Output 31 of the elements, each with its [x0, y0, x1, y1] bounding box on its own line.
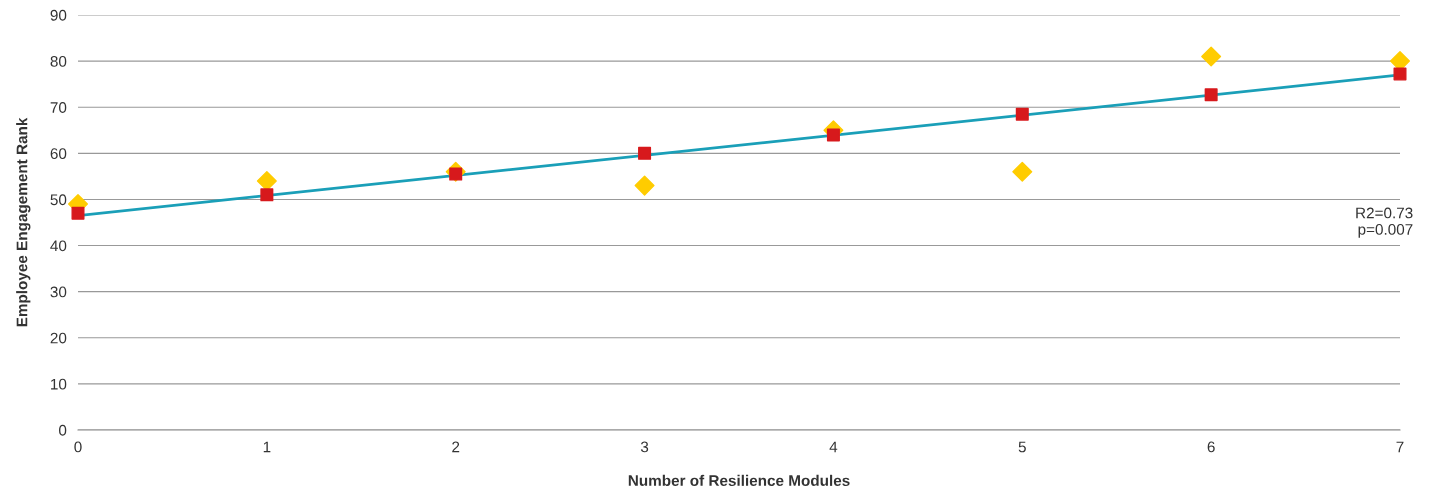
y-tick-label: 0	[58, 424, 67, 436]
point	[826, 128, 840, 142]
x-tick-label: 4	[829, 441, 838, 453]
y-tick-label: 30	[50, 286, 67, 298]
x-axis-title: Number of Resilience Modules	[628, 474, 850, 487]
point	[1015, 107, 1029, 121]
x-tick-label: 1	[263, 441, 271, 453]
x-tick-label: 2	[452, 441, 460, 453]
y-tick-label: 40	[50, 240, 67, 252]
y-tick-label: 80	[50, 55, 67, 67]
point	[1393, 67, 1407, 81]
y-tick-label: 10	[51, 378, 67, 390]
y-tick-label: 50	[50, 194, 67, 206]
x-tick-label: 6	[1207, 441, 1215, 453]
point	[1204, 88, 1218, 102]
annotation: R2=0.73 p=0.007	[1356, 207, 1413, 238]
point	[638, 146, 652, 160]
x-tick-label: 3	[640, 441, 649, 453]
x-tick-label: 7	[1396, 441, 1404, 453]
point	[260, 188, 274, 202]
point	[1012, 161, 1033, 182]
y-tick-label: 60	[50, 148, 67, 160]
point	[71, 206, 85, 220]
y-tick-label: 20	[50, 332, 67, 344]
x-tick-label: 5	[1018, 441, 1026, 453]
y-axis-title: Employee Engagement Rank	[16, 117, 31, 327]
y-tick-label: 90	[50, 9, 67, 21]
y-tick-label: 70	[50, 102, 67, 113]
point	[1201, 46, 1222, 67]
point	[634, 175, 655, 196]
x-tick-label: 0	[74, 441, 82, 453]
